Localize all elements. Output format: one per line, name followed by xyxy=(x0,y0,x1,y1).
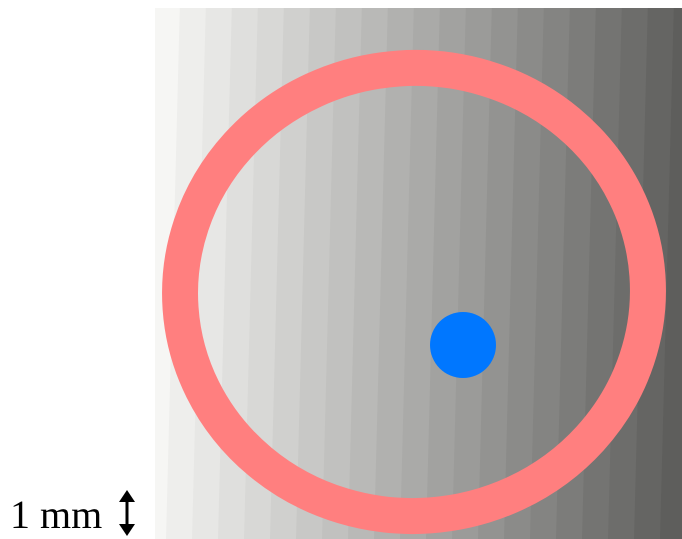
scale-arrow xyxy=(119,490,135,536)
figure: 1 mm xyxy=(0,0,682,539)
blue-marker xyxy=(430,312,496,378)
page: 1 mm (() => { const data = JSON.parse(do… xyxy=(0,0,682,539)
scale-label: 1 mm xyxy=(10,492,102,537)
